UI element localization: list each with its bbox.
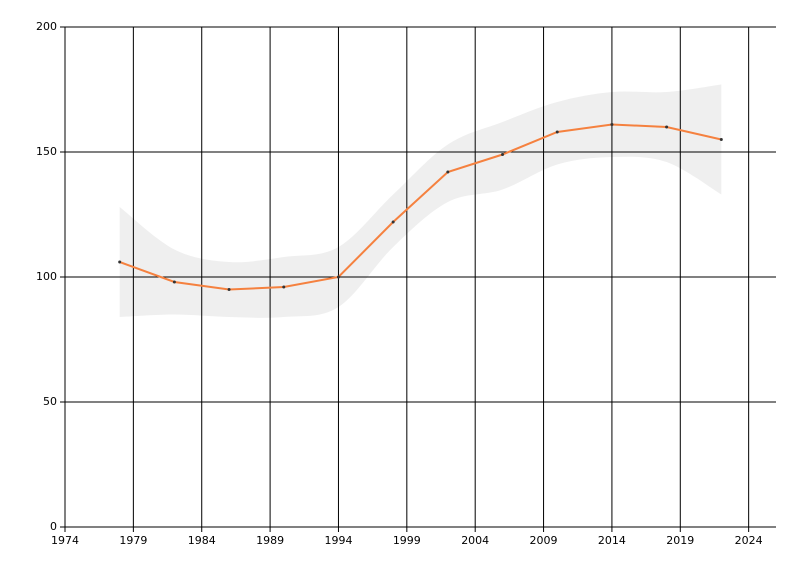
marker [719, 138, 723, 141]
marker [610, 123, 614, 126]
x-tick-label: 1984 [188, 534, 216, 547]
y-tick-label: 150 [36, 145, 57, 158]
marker [391, 220, 395, 224]
y-tick-label: 50 [43, 395, 57, 408]
marker [118, 260, 122, 264]
marker [555, 130, 559, 134]
marker [336, 275, 340, 279]
x-tick-label: 1999 [393, 534, 421, 547]
confidence-band [119, 84, 722, 318]
y-tick-label: 100 [36, 270, 57, 283]
x-tick-label: 1989 [256, 534, 284, 547]
marker [665, 125, 669, 129]
x-tick-label: 2019 [666, 534, 694, 547]
y-tick-label: 0 [50, 520, 57, 533]
marker [282, 285, 286, 289]
x-tick-label: 2014 [598, 534, 626, 547]
x-tick-label: 1994 [324, 534, 352, 547]
marker [446, 170, 450, 174]
x-tick-label: 2024 [735, 534, 763, 547]
marker [501, 153, 505, 156]
marker [172, 280, 176, 284]
x-tick-label: 1979 [119, 534, 147, 547]
line [119, 123, 722, 291]
x-tick-label: 1974 [51, 534, 79, 547]
marker [227, 288, 231, 291]
x-tick-label: 2004 [461, 534, 489, 547]
x-tick-label: 2009 [530, 534, 558, 547]
y-tick-label: 200 [36, 20, 57, 33]
